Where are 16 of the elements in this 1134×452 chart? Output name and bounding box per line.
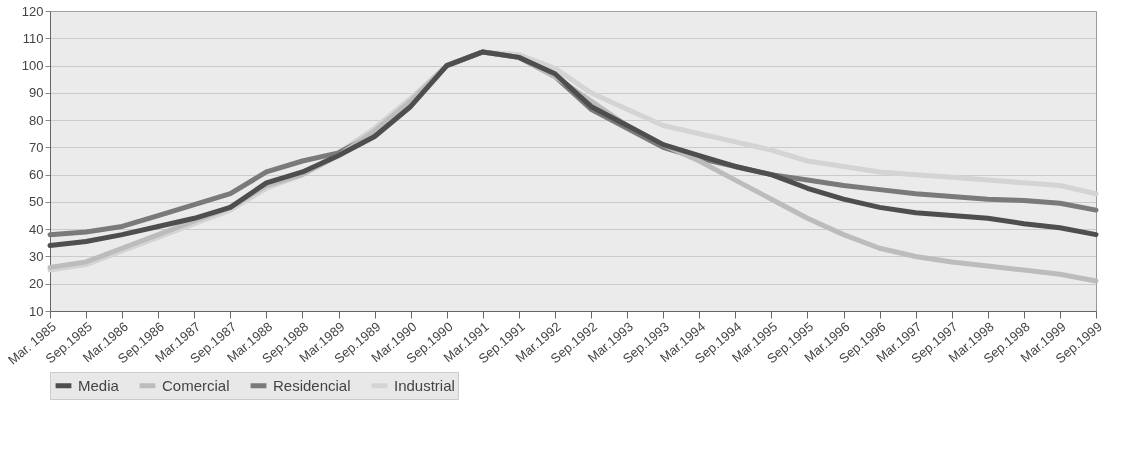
y-tick-label: 40 — [29, 221, 44, 237]
legend-label: Industrial — [394, 376, 455, 394]
y-tick-label: 100 — [21, 58, 44, 74]
legend-label: Comercial — [162, 376, 230, 394]
y-tick-label: 50 — [29, 194, 44, 210]
y-tick-label: 70 — [29, 139, 44, 155]
y-tick-label: 80 — [29, 112, 44, 128]
y-tick-label: 10 — [29, 303, 44, 319]
y-tick-label: 90 — [29, 85, 44, 101]
legend-label: Residencial — [273, 376, 351, 394]
y-tick-label: 30 — [29, 248, 44, 264]
legend-label: Media — [78, 376, 120, 394]
y-tick-label: 60 — [29, 167, 44, 183]
y-tick-label: 120 — [21, 3, 44, 19]
y-tick-label: 20 — [29, 276, 44, 292]
y-tick-label: 110 — [22, 30, 44, 46]
